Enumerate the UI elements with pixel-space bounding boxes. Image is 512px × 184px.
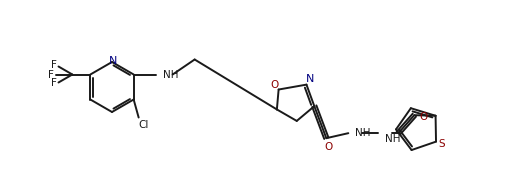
Text: Cl: Cl [138,119,149,130]
Text: N: N [109,56,117,66]
Text: O: O [419,112,428,122]
Text: NH: NH [386,134,401,144]
Text: N: N [306,74,315,84]
Text: F: F [49,70,54,79]
Text: O: O [324,142,332,152]
Text: NH: NH [355,128,371,138]
Text: NH: NH [163,70,178,79]
Text: S: S [439,139,445,149]
Text: F: F [51,61,56,70]
Text: O: O [270,79,279,90]
Text: F: F [51,79,56,89]
